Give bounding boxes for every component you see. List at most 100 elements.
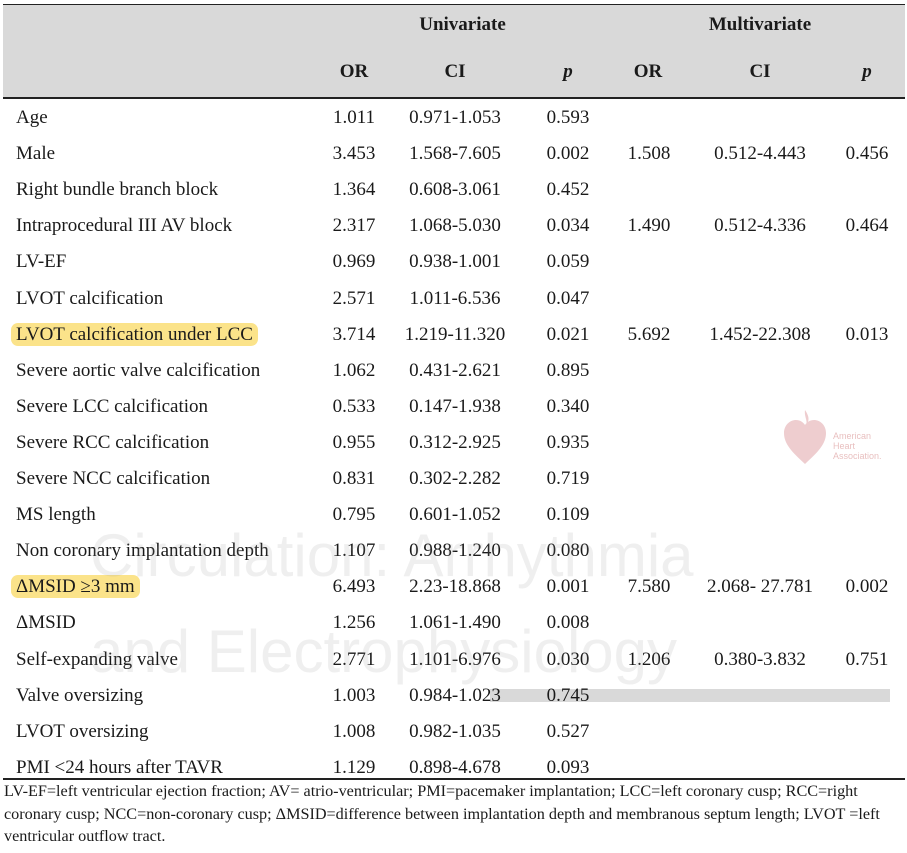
univariate-or-cell: 2.771 — [332, 648, 376, 670]
univariate-ci-cell: 1.011-6.536 — [409, 287, 501, 309]
univariate-ci-cell: 1.219-11.320 — [404, 323, 506, 345]
table-row: Severe RCC calcification 0.955 0.312-2.925… — [0, 426, 907, 462]
multivariate-ci-cell: 2.068- 27.781 — [706, 576, 814, 598]
table-row: Severe aortic valve calcification 1.062 0.… — [0, 354, 907, 390]
table-row: Age 1.011 0.971-1.053 0.593 — [0, 101, 907, 137]
univariate-ci-cell: 0.898-4.678 — [409, 756, 501, 778]
univariate-or-header: OR — [339, 61, 369, 82]
univariate-ci-cell: 1.101-6.976 — [409, 648, 501, 670]
univariate-or-cell: 1.256 — [332, 612, 376, 634]
univariate-or-cell: 1.107 — [332, 540, 376, 562]
univariate-or-cell: 0.831 — [332, 468, 376, 489]
univariate-ci-cell: 0.601-1.052 — [409, 504, 501, 526]
multivariate-or-cell: 5.692 — [627, 323, 671, 345]
univariate-p-cell: 0.527 — [546, 720, 590, 742]
univariate-p-cell: 0.109 — [546, 504, 590, 526]
univariate-ci-cell: 1.068-5.030 — [409, 215, 501, 237]
heart-torch-logo-icon — [784, 410, 826, 464]
variable-label-cell: Severe RCC calcification — [16, 431, 210, 453]
top-rule — [3, 4, 905, 5]
table-row: Male 3.453 1.568-7.605 0.002 1.508 0.512-4.44… — [0, 137, 907, 173]
bottom-rule — [3, 778, 905, 780]
univariate-or-cell: 0.955 — [332, 431, 376, 453]
logo-line-2: Heart — [833, 441, 856, 451]
multivariate-ci-header: CI — [749, 61, 771, 82]
univariate-or-cell: 6.493 — [332, 576, 376, 598]
univariate-ci-cell: 0.608-3.061 — [409, 179, 501, 201]
univariate-p-cell: 0.080 — [546, 540, 590, 562]
variable-label-cell: Male — [16, 143, 56, 165]
multivariate-p-cell: 0.002 — [845, 576, 889, 598]
univariate-p-cell: 0.340 — [546, 395, 590, 417]
univariate-ci-header: CI — [444, 61, 466, 82]
table-row: Severe NCC calcification 0.831 0.302-2.282… — [0, 462, 907, 498]
table-row: LVOT oversizing 1.008 0.982-1.035 0.527 — [0, 715, 907, 751]
univariate-ci-cell: 1.061-1.490 — [409, 612, 501, 634]
variable-label-cell: LVOT calcification — [16, 287, 164, 309]
table-row: ΔMSID 1.256 1.061-1.490 0.008 — [0, 606, 907, 642]
univariate-or-cell: 1.003 — [332, 684, 376, 706]
univariate-p-cell: 0.034 — [546, 215, 590, 237]
multivariate-ci-cell: 0.380-3.832 — [714, 648, 806, 670]
univariate-ci-cell: 0.302-2.282 — [409, 468, 501, 489]
shaded-band — [490, 689, 890, 702]
univariate-ci-cell: 0.312-2.925 — [409, 431, 501, 453]
table-row: MS length 0.795 0.601-1.052 0.109 — [0, 498, 907, 534]
variable-label-cell: LVOT oversizing — [16, 720, 149, 742]
univariate-p-cell: 0.059 — [546, 251, 590, 273]
multivariate-ci-cell: 0.512-4.443 — [714, 143, 806, 165]
multivariate-p-cell: 0.751 — [845, 648, 889, 670]
variable-label-cell: LV-EF — [16, 251, 67, 273]
variable-label-cell: Intraprocedural III AV block — [16, 215, 233, 237]
univariate-or-cell: 1.062 — [332, 359, 376, 381]
univariate-p-cell: 0.021 — [546, 323, 590, 345]
variable-label-cell: Right bundle branch block — [16, 179, 219, 201]
variable-label-cell: Severe LCC calcification — [16, 395, 209, 417]
highlighted-label: ΔMSID ≥3 mm — [11, 575, 140, 599]
univariate-or-cell: 2.571 — [332, 287, 376, 309]
univariate-or-cell: 0.795 — [332, 504, 376, 526]
variable-label-cell: PMI <24 hours after TAVR — [16, 756, 223, 778]
table-row: Severe LCC calcification 0.533 0.147-1.938… — [0, 390, 907, 426]
header-rule — [3, 97, 905, 99]
univariate-p-cell: 0.093 — [546, 756, 590, 778]
multivariate-p-cell: 0.464 — [845, 215, 889, 237]
variable-label-cell: Severe NCC calcification — [16, 468, 211, 489]
univariate-ci-cell: 0.988-1.240 — [409, 540, 501, 562]
variable-label-cell: Age — [16, 107, 48, 128]
univariate-or-cell: 1.008 — [332, 720, 376, 742]
logo-line-1: American — [833, 431, 872, 441]
variable-label-cell: ΔMSID — [16, 612, 76, 634]
univariate-p-cell: 0.002 — [546, 143, 590, 165]
univariate-p-header: p — [563, 61, 573, 82]
univariate-heading: Univariate — [419, 14, 506, 35]
highlighted-label: LVOT calcification under LCC — [11, 322, 258, 346]
univariate-p-cell: 0.008 — [546, 612, 590, 634]
variable-label-cell: Severe aortic valve calcification — [16, 359, 261, 381]
univariate-or-cell: 3.453 — [332, 143, 376, 165]
univariate-ci-cell: 0.984-1.023 — [409, 684, 501, 706]
univariate-or-cell: 0.533 — [332, 395, 376, 417]
univariate-or-cell: 1.364 — [332, 179, 376, 201]
univariate-or-cell: 3.714 — [332, 323, 376, 345]
table-row: LV-EF 0.969 0.938-1.001 0.059 — [0, 245, 907, 281]
variable-label-cell: MS length — [16, 504, 96, 526]
table-row: Valve oversizing 1.003 0.984-1.023 0.745 — [0, 679, 907, 715]
univariate-ci-cell: 0.982-1.035 — [409, 720, 501, 742]
multivariate-p-cell: 0.013 — [845, 323, 889, 345]
univariate-or-cell: 1.011 — [332, 107, 376, 128]
univariate-p-cell: 0.030 — [546, 648, 590, 670]
multivariate-heading: Multivariate — [708, 14, 812, 35]
univariate-p-cell: 0.047 — [546, 287, 590, 309]
multivariate-or-cell: 1.508 — [627, 143, 671, 165]
variable-label-cell: Non coronary implantation depth — [16, 540, 269, 562]
univariate-ci-cell: 0.431-2.621 — [409, 359, 501, 381]
variable-label-cell: ΔMSID ≥3 mm — [11, 575, 140, 599]
univariate-p-cell: 0.719 — [546, 468, 590, 489]
univariate-ci-cell: 0.147-1.938 — [409, 395, 501, 417]
table-row: LVOT calcification 2.571 1.011-6.536 0.047 — [0, 282, 907, 318]
univariate-ci-cell: 1.568-7.605 — [409, 143, 501, 165]
table-footnote: LV-EF=left ventricular ejection fraction… — [4, 782, 880, 845]
multivariate-ci-cell: 0.512-4.336 — [714, 215, 806, 237]
table-row: Non coronary implantation depth 1.107 0.98… — [0, 534, 907, 570]
